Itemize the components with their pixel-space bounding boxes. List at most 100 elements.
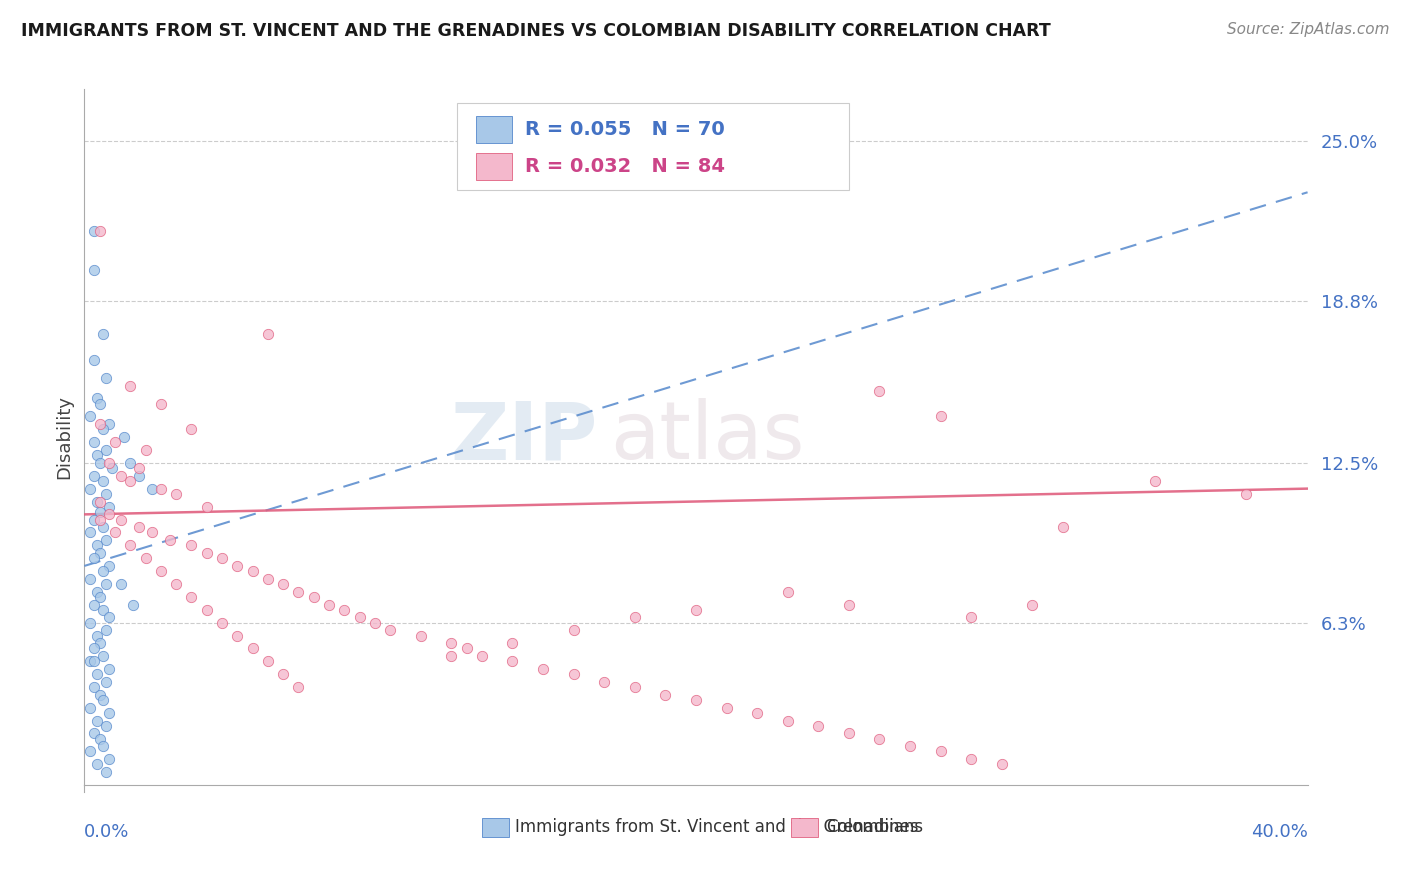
Point [302, 590, 325, 604]
Point [141, 525, 163, 540]
Text: 0.0%: 0.0% [84, 823, 129, 841]
Point [89, 688, 111, 702]
Point [242, 641, 264, 656]
Point [83, 352, 105, 367]
Point [1021, 598, 1043, 612]
Point [364, 615, 387, 630]
Point [83, 262, 105, 277]
Point [226, 558, 249, 573]
Point [91, 739, 114, 754]
Point [120, 474, 142, 488]
Point [83, 726, 105, 740]
Point [83, 641, 105, 656]
Point [86, 392, 108, 406]
Point [97, 662, 120, 676]
Point [531, 662, 554, 676]
Text: Immigrants from St. Vincent and the Grenadines: Immigrants from St. Vincent and the Gren… [515, 818, 918, 837]
Point [89, 505, 111, 519]
Point [562, 624, 585, 638]
Point [226, 628, 249, 642]
Point [97, 752, 120, 766]
Point [195, 603, 218, 617]
Point [685, 693, 707, 707]
Bar [475, 116, 513, 143]
Point [83, 512, 105, 526]
Point [91, 474, 114, 488]
Point [271, 667, 294, 681]
Point [869, 731, 891, 746]
Point [97, 508, 120, 522]
Point [83, 598, 105, 612]
Point [929, 744, 952, 758]
Point [86, 714, 108, 728]
Point [86, 757, 108, 772]
Point [287, 584, 309, 599]
Point [120, 538, 142, 552]
Point [180, 422, 202, 436]
Point [110, 577, 132, 591]
Point [83, 435, 105, 450]
Point [211, 551, 233, 566]
Point [89, 396, 111, 410]
Point [97, 558, 120, 573]
Point [991, 757, 1014, 772]
Point [89, 590, 111, 604]
Point [502, 654, 524, 668]
Point [83, 224, 105, 238]
Point [94, 624, 117, 638]
Point [716, 700, 738, 714]
Point [86, 494, 108, 508]
Point [91, 603, 114, 617]
Point [94, 533, 117, 548]
Point [242, 564, 264, 578]
Point [624, 680, 647, 694]
Point [83, 551, 105, 566]
Point [149, 564, 172, 578]
Bar [482, 818, 509, 837]
Point [86, 448, 108, 462]
Text: IMMIGRANTS FROM ST. VINCENT AND THE GRENADINES VS COLOMBIAN DISABILITY CORRELATI: IMMIGRANTS FROM ST. VINCENT AND THE GREN… [21, 22, 1050, 40]
Point [898, 739, 921, 754]
Point [960, 752, 983, 766]
Point [471, 649, 494, 664]
Point [89, 731, 111, 746]
Point [159, 533, 181, 548]
Point [380, 624, 402, 638]
Point [94, 674, 117, 689]
Point [135, 551, 157, 566]
Point [91, 649, 114, 664]
Point [149, 482, 172, 496]
Point [654, 688, 676, 702]
Point [128, 461, 150, 475]
Point [960, 610, 983, 624]
Point [409, 628, 432, 642]
Point [440, 636, 463, 650]
Point [86, 628, 108, 642]
Point [624, 610, 647, 624]
Point [97, 417, 120, 432]
Point [89, 224, 111, 238]
Text: atlas: atlas [610, 398, 804, 476]
Point [94, 487, 117, 501]
Point [94, 371, 117, 385]
Point [89, 456, 111, 470]
Point [79, 572, 101, 586]
Point [776, 714, 799, 728]
Point [1052, 520, 1074, 534]
Point [257, 572, 280, 586]
Point [869, 384, 891, 398]
Point [79, 409, 101, 424]
Point [79, 744, 101, 758]
Point [211, 615, 233, 630]
Text: Colombians: Colombians [825, 818, 922, 837]
Point [165, 577, 187, 591]
Point [128, 520, 150, 534]
Point [83, 654, 105, 668]
Point [91, 520, 114, 534]
Point [120, 378, 142, 392]
Point [257, 654, 280, 668]
Point [91, 422, 114, 436]
Point [79, 525, 101, 540]
Text: R = 0.032   N = 84: R = 0.032 N = 84 [524, 157, 724, 176]
Point [94, 577, 117, 591]
